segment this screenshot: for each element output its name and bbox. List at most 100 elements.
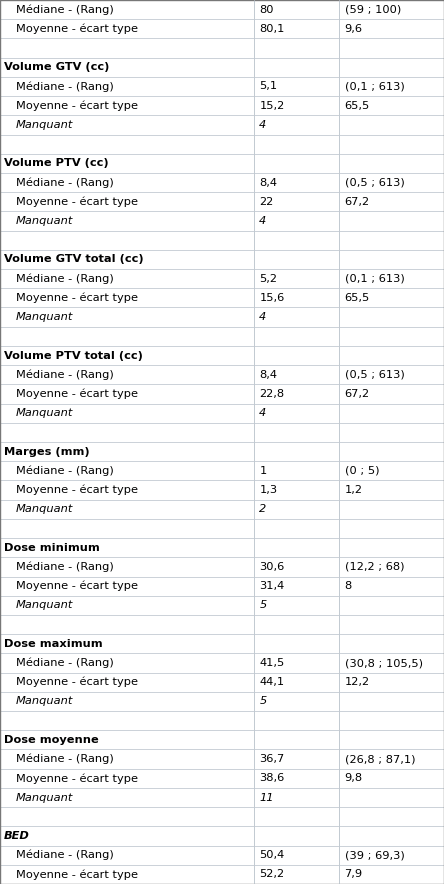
Bar xyxy=(339,134,444,154)
Text: Médiane - (Rang): Médiane - (Rang) xyxy=(16,658,114,668)
Bar xyxy=(0,692,254,711)
Bar xyxy=(339,750,444,769)
Bar xyxy=(0,308,254,327)
Text: 22,8: 22,8 xyxy=(259,389,285,399)
Bar xyxy=(339,423,444,442)
Bar xyxy=(339,596,444,615)
Bar xyxy=(339,480,444,499)
Text: 4: 4 xyxy=(259,216,266,226)
Bar xyxy=(339,769,444,788)
Bar xyxy=(339,711,444,730)
Text: 65,5: 65,5 xyxy=(345,293,370,303)
Text: 80: 80 xyxy=(259,4,274,15)
Bar xyxy=(339,192,444,211)
Bar xyxy=(0,730,254,750)
Text: 31,4: 31,4 xyxy=(259,581,285,591)
Bar xyxy=(0,865,254,884)
Text: 9,8: 9,8 xyxy=(345,774,363,783)
Bar xyxy=(0,423,254,442)
Bar xyxy=(254,730,339,750)
Text: 2: 2 xyxy=(259,504,266,514)
Text: 38,6: 38,6 xyxy=(259,774,285,783)
Bar xyxy=(339,615,444,634)
Text: 41,5: 41,5 xyxy=(259,658,285,668)
Text: (30,8 ; 105,5): (30,8 ; 105,5) xyxy=(345,658,423,668)
Bar xyxy=(254,634,339,653)
Text: Moyenne - écart type: Moyenne - écart type xyxy=(16,389,138,400)
Text: Moyenne - écart type: Moyenne - écart type xyxy=(16,293,138,303)
Text: (0,5 ; 613): (0,5 ; 613) xyxy=(345,178,404,187)
Bar xyxy=(0,846,254,865)
Bar xyxy=(254,231,339,250)
Text: Médiane - (Rang): Médiane - (Rang) xyxy=(16,466,114,476)
Text: 1,3: 1,3 xyxy=(259,485,278,495)
Bar xyxy=(254,211,339,231)
Bar xyxy=(254,38,339,57)
Bar xyxy=(254,192,339,211)
Bar xyxy=(254,865,339,884)
Bar xyxy=(0,327,254,346)
Bar xyxy=(0,634,254,653)
Bar xyxy=(0,365,254,385)
Text: (26,8 ; 87,1): (26,8 ; 87,1) xyxy=(345,754,415,764)
Bar xyxy=(254,846,339,865)
Text: Manquant: Manquant xyxy=(16,312,73,322)
Bar xyxy=(339,77,444,96)
Bar xyxy=(339,404,444,423)
Bar xyxy=(254,269,339,288)
Bar xyxy=(0,0,254,19)
Text: 5: 5 xyxy=(259,600,266,610)
Bar xyxy=(0,404,254,423)
Bar xyxy=(0,480,254,499)
Bar xyxy=(339,499,444,519)
Bar xyxy=(0,231,254,250)
Bar xyxy=(339,250,444,269)
Bar xyxy=(0,557,254,576)
Bar xyxy=(254,673,339,692)
Bar xyxy=(254,653,339,673)
Text: Volume GTV total (cc): Volume GTV total (cc) xyxy=(4,255,143,264)
Bar xyxy=(339,519,444,538)
Bar xyxy=(339,557,444,576)
Text: 80,1: 80,1 xyxy=(259,24,285,34)
Bar xyxy=(254,807,339,827)
Bar xyxy=(339,730,444,750)
Text: 36,7: 36,7 xyxy=(259,754,285,764)
Text: 52,2: 52,2 xyxy=(259,869,285,880)
Bar xyxy=(254,423,339,442)
Text: 44,1: 44,1 xyxy=(259,677,285,687)
Bar xyxy=(254,115,339,134)
Text: BED: BED xyxy=(4,831,29,841)
Text: 9,6: 9,6 xyxy=(345,24,363,34)
Bar xyxy=(254,557,339,576)
Text: 30,6: 30,6 xyxy=(259,562,285,572)
Bar xyxy=(0,827,254,846)
Text: 11: 11 xyxy=(259,793,274,803)
Text: 8,4: 8,4 xyxy=(259,178,278,187)
Bar xyxy=(0,134,254,154)
Bar xyxy=(254,346,339,365)
Text: 5: 5 xyxy=(259,697,266,706)
Text: Moyenne - écart type: Moyenne - écart type xyxy=(16,869,138,880)
Text: 7,9: 7,9 xyxy=(345,869,363,880)
Bar xyxy=(0,499,254,519)
Bar xyxy=(254,615,339,634)
Text: Médiane - (Rang): Médiane - (Rang) xyxy=(16,273,114,284)
Text: Manquant: Manquant xyxy=(16,697,73,706)
Bar xyxy=(339,288,444,308)
Bar xyxy=(339,692,444,711)
Bar xyxy=(339,461,444,480)
Bar xyxy=(254,538,339,557)
Bar xyxy=(0,269,254,288)
Bar xyxy=(339,154,444,173)
Bar xyxy=(254,134,339,154)
Bar xyxy=(0,576,254,596)
Bar xyxy=(339,231,444,250)
Text: Médiane - (Rang): Médiane - (Rang) xyxy=(16,850,114,860)
Text: Manquant: Manquant xyxy=(16,793,73,803)
Text: (0,1 ; 613): (0,1 ; 613) xyxy=(345,274,404,284)
Bar xyxy=(254,692,339,711)
Bar xyxy=(339,57,444,77)
Bar xyxy=(339,653,444,673)
Bar xyxy=(254,750,339,769)
